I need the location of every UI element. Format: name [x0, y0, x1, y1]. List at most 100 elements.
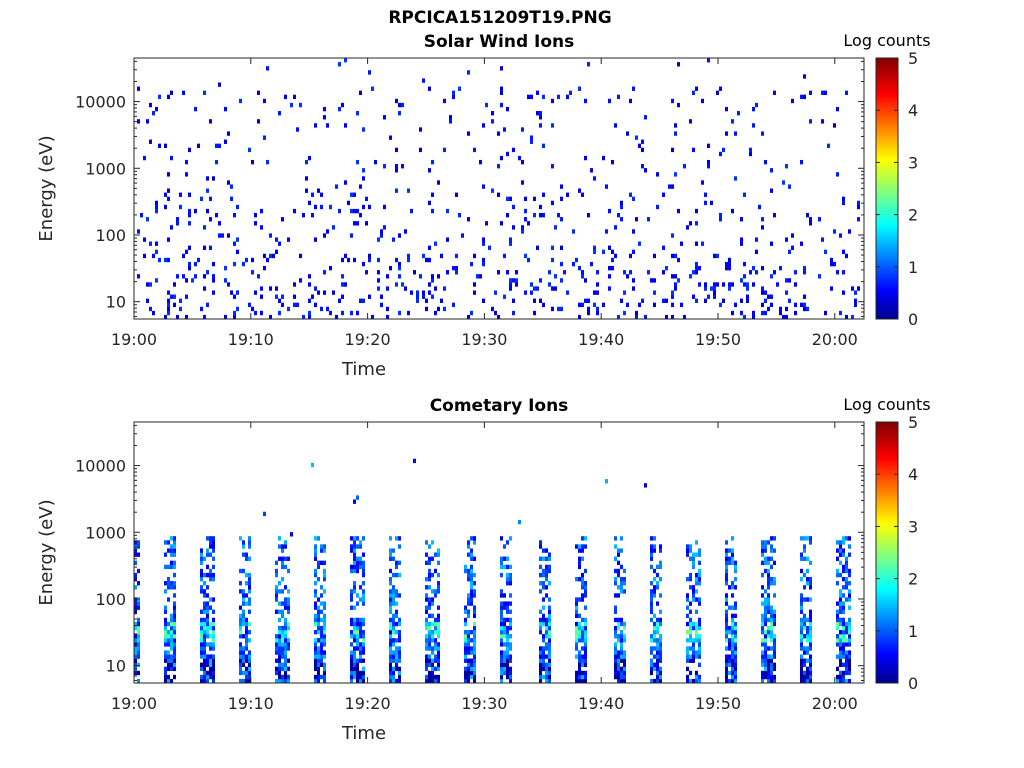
spectrogram-cell	[203, 225, 206, 230]
spectrogram-cell	[425, 642, 428, 647]
spectrogram-cell	[137, 642, 140, 647]
spectrogram-cell	[428, 556, 431, 561]
spectrogram-cell	[581, 625, 584, 631]
spectrogram-cell	[767, 294, 770, 299]
spectrogram-cell	[431, 621, 434, 627]
spectrogram-cell	[545, 642, 548, 647]
spectrogram-cell	[695, 654, 698, 659]
spectrogram-cell	[239, 658, 242, 663]
spectrogram-cell	[392, 585, 395, 590]
spectrogram-cell	[686, 666, 689, 672]
spectrogram-cell	[431, 556, 434, 561]
spectrogram-cell	[362, 564, 365, 570]
spectrogram-cell	[173, 552, 176, 557]
spectrogram-cell	[473, 593, 476, 598]
spectrogram-cell	[839, 544, 842, 549]
spectrogram-cell	[281, 544, 284, 549]
spectrogram-cell	[470, 658, 473, 663]
colorbar-tick-label: 4	[908, 101, 918, 120]
spectrogram-cell	[761, 613, 764, 619]
spectrogram-cell	[356, 593, 359, 598]
spectrogram-cell	[392, 589, 395, 594]
spectrogram-cell	[650, 617, 653, 623]
spectrogram-cell	[848, 581, 851, 586]
spectrogram-cell	[389, 650, 392, 655]
spectrogram-cell	[509, 576, 512, 582]
spectrogram-cell	[173, 634, 176, 639]
spectrogram-cell	[806, 629, 809, 635]
spectrogram-cell	[542, 572, 545, 578]
spectrogram-cell	[734, 564, 737, 570]
spectrogram-cell	[278, 642, 281, 647]
spectrogram-cell	[206, 536, 209, 541]
spectrogram-cell	[239, 581, 242, 586]
spectrogram-cell	[728, 257, 731, 263]
spectrogram-cell	[470, 593, 473, 598]
spectrogram-cell	[539, 540, 542, 545]
spectrogram-cell	[245, 642, 248, 647]
spectrogram-cell	[137, 650, 140, 655]
spectrogram-cell	[692, 564, 695, 570]
spectrogram-cell	[584, 678, 587, 684]
spectrogram-cell	[164, 552, 167, 557]
spectrogram-cell	[845, 560, 848, 566]
spectrogram-cell	[539, 564, 542, 570]
spectrogram-cell	[428, 625, 431, 631]
spectrogram-cell	[356, 159, 359, 165]
spectrogram-cell	[212, 666, 215, 672]
spectrogram-cell	[710, 200, 713, 206]
spectrogram-cell	[767, 605, 770, 610]
spectrogram-cell	[341, 310, 344, 316]
spectrogram-cell	[836, 172, 839, 177]
spectrogram-cell	[239, 670, 242, 676]
spectrogram-cell	[470, 576, 473, 582]
spectrogram-cell	[500, 90, 503, 96]
spectrogram-cell	[278, 634, 281, 639]
spectrogram-cell	[542, 192, 545, 197]
spectrogram-cell	[272, 253, 275, 259]
spectrogram-cell	[467, 576, 470, 582]
spectrogram-cell	[803, 634, 806, 639]
spectrogram-cell	[809, 119, 812, 124]
spectrogram-cell	[473, 642, 476, 647]
spectrogram-cell	[287, 621, 290, 627]
spectrogram-cell	[704, 282, 707, 287]
spectrogram-cell	[326, 306, 329, 312]
spectrogram-cell	[836, 106, 839, 112]
spectrogram-cell	[197, 143, 200, 149]
spectrogram-cell	[356, 560, 359, 566]
spectrogram-cell	[536, 90, 539, 96]
spectrogram-cell	[428, 674, 431, 680]
spectrogram-cell	[506, 212, 509, 218]
spectrogram-cell	[500, 634, 503, 639]
spectrogram-cell	[641, 139, 644, 144]
spectrogram-cell	[725, 564, 728, 570]
spectrogram-cell	[281, 625, 284, 631]
spectrogram-cell	[437, 306, 440, 312]
spectrogram-cell	[692, 560, 695, 566]
spectrogram-cell	[671, 290, 674, 295]
spectrogram-cell	[278, 111, 281, 116]
spectrogram-cell	[809, 536, 812, 541]
spectrogram-cell	[437, 560, 440, 566]
spectrogram-cell	[845, 585, 848, 590]
spectrogram-cell	[725, 609, 728, 614]
spectrogram-cell	[539, 111, 542, 116]
spectrogram-cell	[767, 556, 770, 561]
spectrogram-cell	[788, 184, 791, 189]
spectrogram-cell	[437, 274, 440, 279]
spectrogram-cell	[173, 621, 176, 627]
spectrogram-cell	[689, 638, 692, 643]
spectrogram-cell	[167, 654, 170, 659]
spectrogram-cell	[686, 646, 689, 651]
spectrogram-cell	[767, 306, 770, 312]
spectrogram-cell	[173, 536, 176, 541]
spectrogram-cell	[809, 674, 812, 680]
spectrogram-cell	[359, 540, 362, 545]
spectrogram-cell	[521, 180, 524, 185]
spectrogram-cell	[428, 629, 431, 635]
spectrogram-cell	[389, 589, 392, 594]
spectrogram-cell	[428, 245, 431, 250]
spectrogram-cell	[281, 548, 284, 553]
spectrogram-cell	[614, 658, 617, 663]
